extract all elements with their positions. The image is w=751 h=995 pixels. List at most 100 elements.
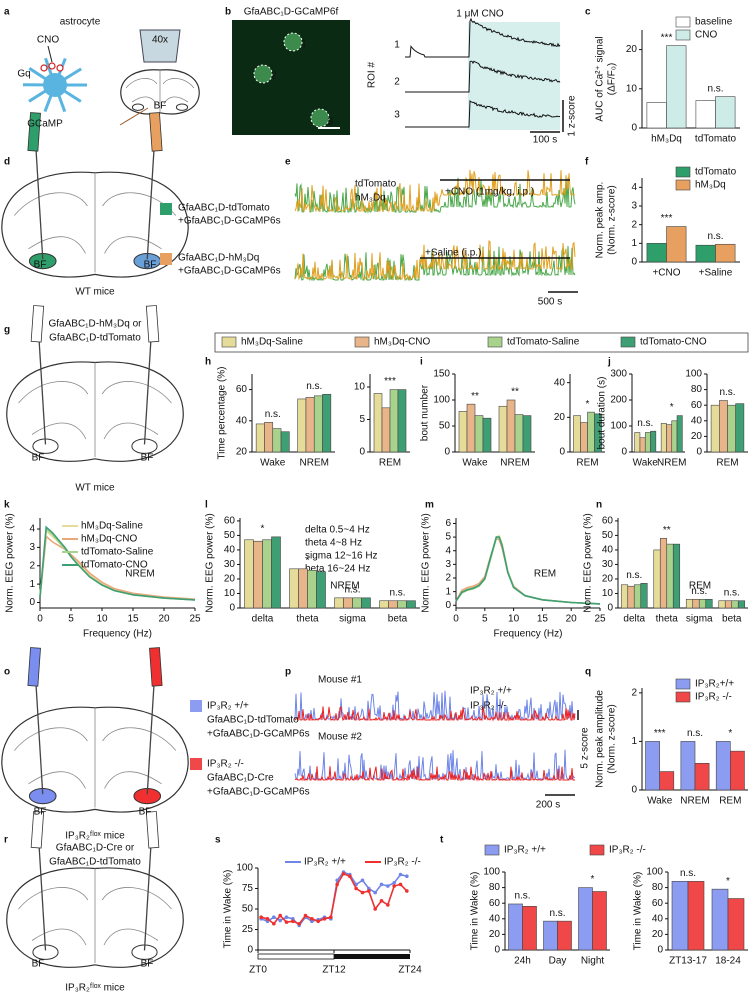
legend-label: tdTomato-Saline [507,337,580,348]
bar [627,585,635,609]
y-tick-label: 10 [354,382,366,393]
x-tick-label: 5 [68,614,74,625]
trace-illustration [294,766,576,782]
bar [687,881,705,951]
y-tick-label: 200 [610,395,627,406]
significance: n.s. [265,409,281,420]
bar [508,903,523,951]
bar [666,424,673,453]
bar [695,244,716,263]
diagram-label: BF [141,959,154,970]
bar [322,393,332,453]
y-axis-label: (ΔF/F₀) [607,63,618,96]
diagram-label: 3 [394,110,400,121]
bar [695,100,716,129]
bar [666,45,687,129]
bar [289,568,299,609]
y-axis-label: Norm. EEG power (%) [421,513,432,612]
point [303,913,308,918]
x-tick-label: delta [252,614,274,625]
legend-label: tdTomato-CNO [81,560,148,571]
bar [587,411,595,453]
diagram-label: GCaMP [27,119,63,130]
diagram-label: 2 [271,71,277,82]
y-tick-label: 40 [554,377,566,388]
point [335,878,339,883]
y-tick-label: 50 [602,530,614,541]
significance: n.s. [514,891,530,902]
y-tick-label: 75 [242,883,254,894]
significance: * [728,728,732,739]
significance: *** [661,32,673,43]
y-tick-label: 20 [652,929,664,940]
diagram-label: 100 s [533,135,557,146]
y-tick-label: 300 [610,369,627,380]
y-axis-label: Norm. peak amplitude [595,690,606,788]
diagram-label: Mouse #1 [318,675,362,686]
legend-swatch [620,336,636,348]
x-tick-label: theta [296,614,319,625]
x-tick-label: 25 [189,614,201,625]
significance: ** [511,387,519,398]
x-axis-label: Frequency (Hz) [83,629,152,640]
bar [466,403,476,453]
y-tick-label: 0 [657,945,663,956]
bar [666,226,687,263]
significance: ** [663,525,671,536]
bar [253,540,263,609]
point [398,882,403,887]
trace-illustration [405,17,561,58]
y-axis-label: Time in Wake (%) [633,872,644,951]
point [259,915,263,919]
y-tick-label: 2 [29,560,35,571]
y-tick-label: 0 [631,785,637,796]
y-tick-label: 20 [489,929,501,940]
point [284,920,289,924]
panel-letter: e [285,157,291,168]
y-tick-label: 0 [621,447,627,458]
bar [334,597,344,609]
legend-box [214,332,749,353]
y-tick-label: 2 [631,219,637,230]
legend-swatch [487,336,503,348]
bar [307,569,317,609]
bar [498,405,508,453]
bar [705,598,713,609]
bar [474,415,484,453]
panel-letter: t [440,835,444,846]
bar [633,584,642,609]
syringe-needle [38,847,47,951]
bar [244,539,254,609]
panel-letter: a [4,7,10,18]
y-tick-label: 0 [229,603,235,614]
diagram-label: BF [32,959,45,970]
y-tick-label: 10 [224,588,236,599]
bar [680,741,696,791]
diagram-label: ROI # [367,62,378,89]
x-tick-label: 15 [127,614,139,625]
y-tick-label: 30 [602,559,614,570]
legend-label: IP₃R₂ -/- [695,692,732,703]
roi [310,108,330,128]
legend-label: hM₃Dq-Saline [81,521,143,532]
bar [373,393,383,453]
legend-label: IP₃R₂+/+ [695,679,734,690]
point [335,882,339,887]
diagram-label: BF [141,453,154,464]
x-tick-label: 20 [158,614,170,625]
pointer [119,107,149,126]
significance: n.s. [707,231,723,242]
y-tick-label: 20 [602,574,614,585]
diagram-label: GfaABC₁D-tdTomato [207,715,299,726]
diagram-label: GfaABC₁D-Cre or [56,843,135,854]
x-tick-label: theta [656,614,679,625]
astrocyte-process [44,57,57,86]
point [278,918,282,923]
point [360,878,365,883]
y-tick-label: 60 [691,400,703,411]
objective [139,29,181,63]
y-tick-label: 30 [224,559,236,570]
significance: n.s. [549,908,565,919]
brain-inner [125,70,195,112]
